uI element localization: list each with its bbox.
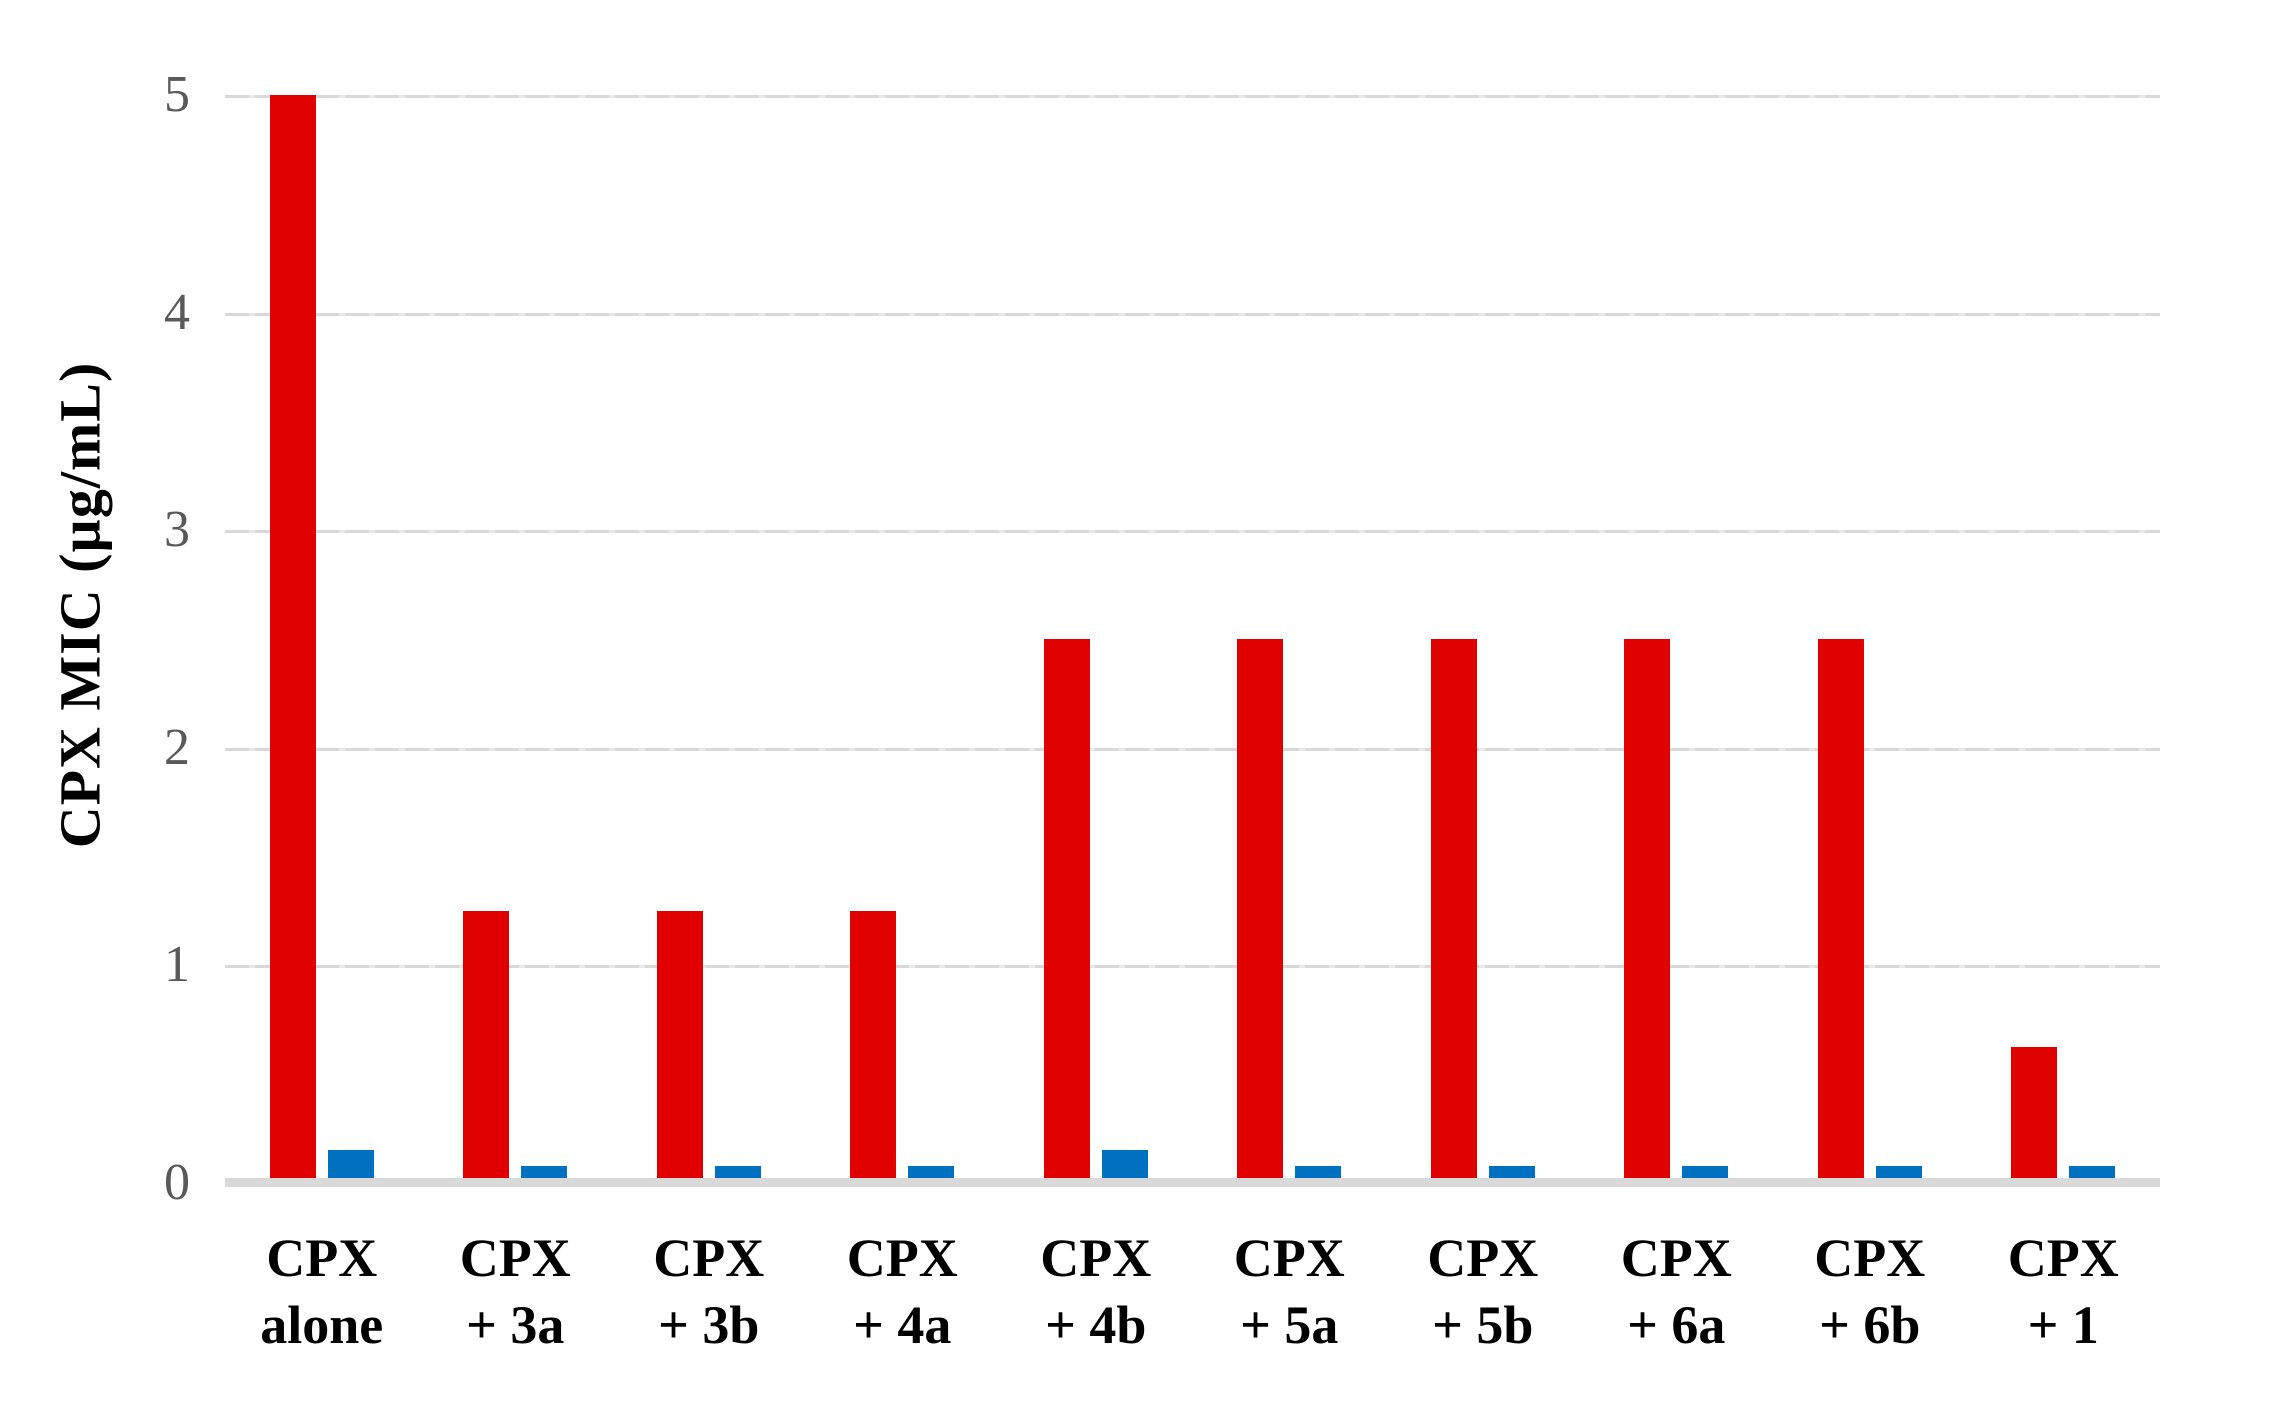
bar-red-series-cpx-5a — [1237, 639, 1284, 1183]
y-tick-label-3: 3 — [164, 501, 190, 559]
plot-area — [225, 95, 2160, 1187]
bar-group-cpx-1 — [1967, 95, 2161, 1183]
bar-group-cpx-6b — [1773, 95, 1967, 1183]
bar-red-series-cpx-1 — [2011, 1047, 2058, 1183]
x-category-label-cpx-4b: CPX + 4b — [1040, 1228, 1152, 1355]
y-axis-tick-labels: 0 1 2 3 4 5 — [110, 69, 190, 1209]
x-category-label-cpx-1: CPX + 1 — [2007, 1228, 2119, 1355]
x-category-label-cpx-3a: CPX + 3a — [459, 1228, 571, 1355]
bar-red-series-cpx-5b — [1430, 639, 1477, 1183]
bar-red-series-cpx-4a — [850, 911, 897, 1183]
bar-red-series-cpx-6b — [1817, 639, 1864, 1183]
y-tick-label-0: 0 — [164, 1154, 190, 1211]
bar-red-series-cpx-4b — [1043, 639, 1090, 1183]
x-category-label-cpx-5a: CPX + 5a — [1233, 1228, 1345, 1355]
bar-group-cpx-3a — [419, 95, 613, 1183]
gridline-y-4 — [225, 312, 2160, 316]
x-category-label-cpx-5b: CPX + 5b — [1427, 1228, 1539, 1355]
gridline-y-2 — [225, 747, 2160, 751]
bar-group-cpx-4b — [999, 95, 1193, 1183]
bar-group-cpx-5b — [1386, 95, 1580, 1183]
y-tick-label-2: 2 — [164, 718, 190, 776]
x-axis-category-labels: CPX alone CPX + 3a CPX + 3b CPX + 4a CPX + 4b CPX +… — [225, 1225, 2160, 1359]
gridline-y-5 — [225, 95, 2160, 98]
gridline-y-1 — [225, 965, 2160, 969]
bar-red-series-cpx-3b — [656, 911, 703, 1183]
bar-blue-series-cpx-4b — [1101, 1150, 1148, 1183]
bar-group-cpx-4a — [806, 95, 1000, 1183]
x-axis-line — [225, 1178, 2160, 1187]
y-tick-label-1: 1 — [164, 936, 190, 994]
bar-group-cpx-alone — [225, 95, 419, 1183]
bar-red-series-cpx-alone — [269, 95, 316, 1183]
bar-red-series-cpx-6a — [1624, 639, 1671, 1183]
bar-group-cpx-5a — [1193, 95, 1387, 1183]
y-tick-label-4: 4 — [164, 283, 190, 341]
bar-blue-series-cpx-alone — [327, 1150, 374, 1183]
y-tick-label-5: 5 — [164, 66, 190, 123]
gridline-y-3 — [225, 530, 2160, 534]
x-category-label-cpx-4a: CPX + 4a — [846, 1228, 958, 1355]
bar-groups — [225, 95, 2160, 1183]
y-axis-title: CPX MIC (µg/mL) — [47, 361, 113, 849]
x-category-label-cpx-3b: CPX + 3b — [653, 1228, 765, 1355]
x-category-label-cpx-6a: CPX + 6a — [1620, 1228, 1732, 1355]
x-category-label-cpx-6b: CPX + 6b — [1814, 1228, 1926, 1355]
bar-group-cpx-3b — [612, 95, 806, 1183]
x-category-label-cpx-alone: CPX alone — [260, 1228, 384, 1355]
bar-red-series-cpx-3a — [463, 911, 510, 1183]
bar-group-cpx-6a — [1580, 95, 1774, 1183]
